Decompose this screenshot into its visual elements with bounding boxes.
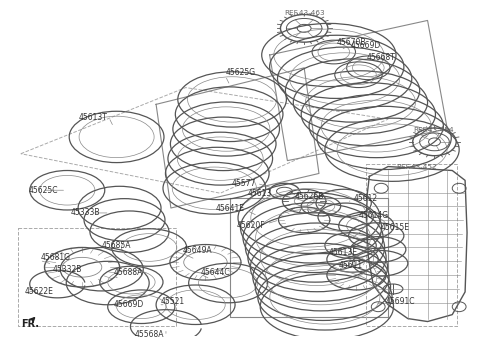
Text: 45521: 45521 — [161, 297, 185, 306]
Text: 45615E: 45615E — [380, 223, 409, 232]
Text: 45614G: 45614G — [359, 211, 389, 220]
Text: 45625G: 45625G — [225, 68, 255, 77]
Text: 45613E: 45613E — [329, 248, 358, 257]
Text: 45668T: 45668T — [366, 53, 395, 63]
Text: 45626B: 45626B — [294, 192, 324, 201]
Text: 45669D: 45669D — [114, 300, 144, 309]
Text: 45685A: 45685A — [102, 241, 132, 250]
Text: 45333B: 45333B — [70, 208, 100, 218]
Text: 45644C: 45644C — [201, 268, 230, 277]
Text: 45670B: 45670B — [337, 38, 366, 47]
Text: 45577: 45577 — [231, 179, 256, 188]
Text: 45613: 45613 — [247, 189, 272, 198]
Text: 45625C: 45625C — [29, 186, 58, 195]
Text: FR.: FR. — [21, 320, 39, 329]
Text: 45688A: 45688A — [114, 268, 143, 277]
Text: 45669D: 45669D — [350, 40, 381, 50]
Text: 45332B: 45332B — [52, 265, 82, 274]
Text: REF.43-463: REF.43-463 — [284, 10, 324, 16]
Text: 45691C: 45691C — [386, 297, 416, 306]
Text: 45681G: 45681G — [41, 253, 71, 262]
Text: 45612: 45612 — [354, 194, 378, 203]
Text: 45649A: 45649A — [183, 246, 212, 255]
Text: REF.43-454: REF.43-454 — [413, 127, 454, 133]
Text: REF.43-452: REF.43-452 — [396, 164, 437, 170]
Text: 45622E: 45622E — [25, 287, 54, 296]
Text: 45568A: 45568A — [134, 330, 164, 339]
Text: 45611: 45611 — [339, 261, 363, 270]
Text: 45620F: 45620F — [237, 221, 265, 230]
Text: 45641E: 45641E — [216, 204, 245, 212]
Text: 45613T: 45613T — [79, 113, 108, 122]
